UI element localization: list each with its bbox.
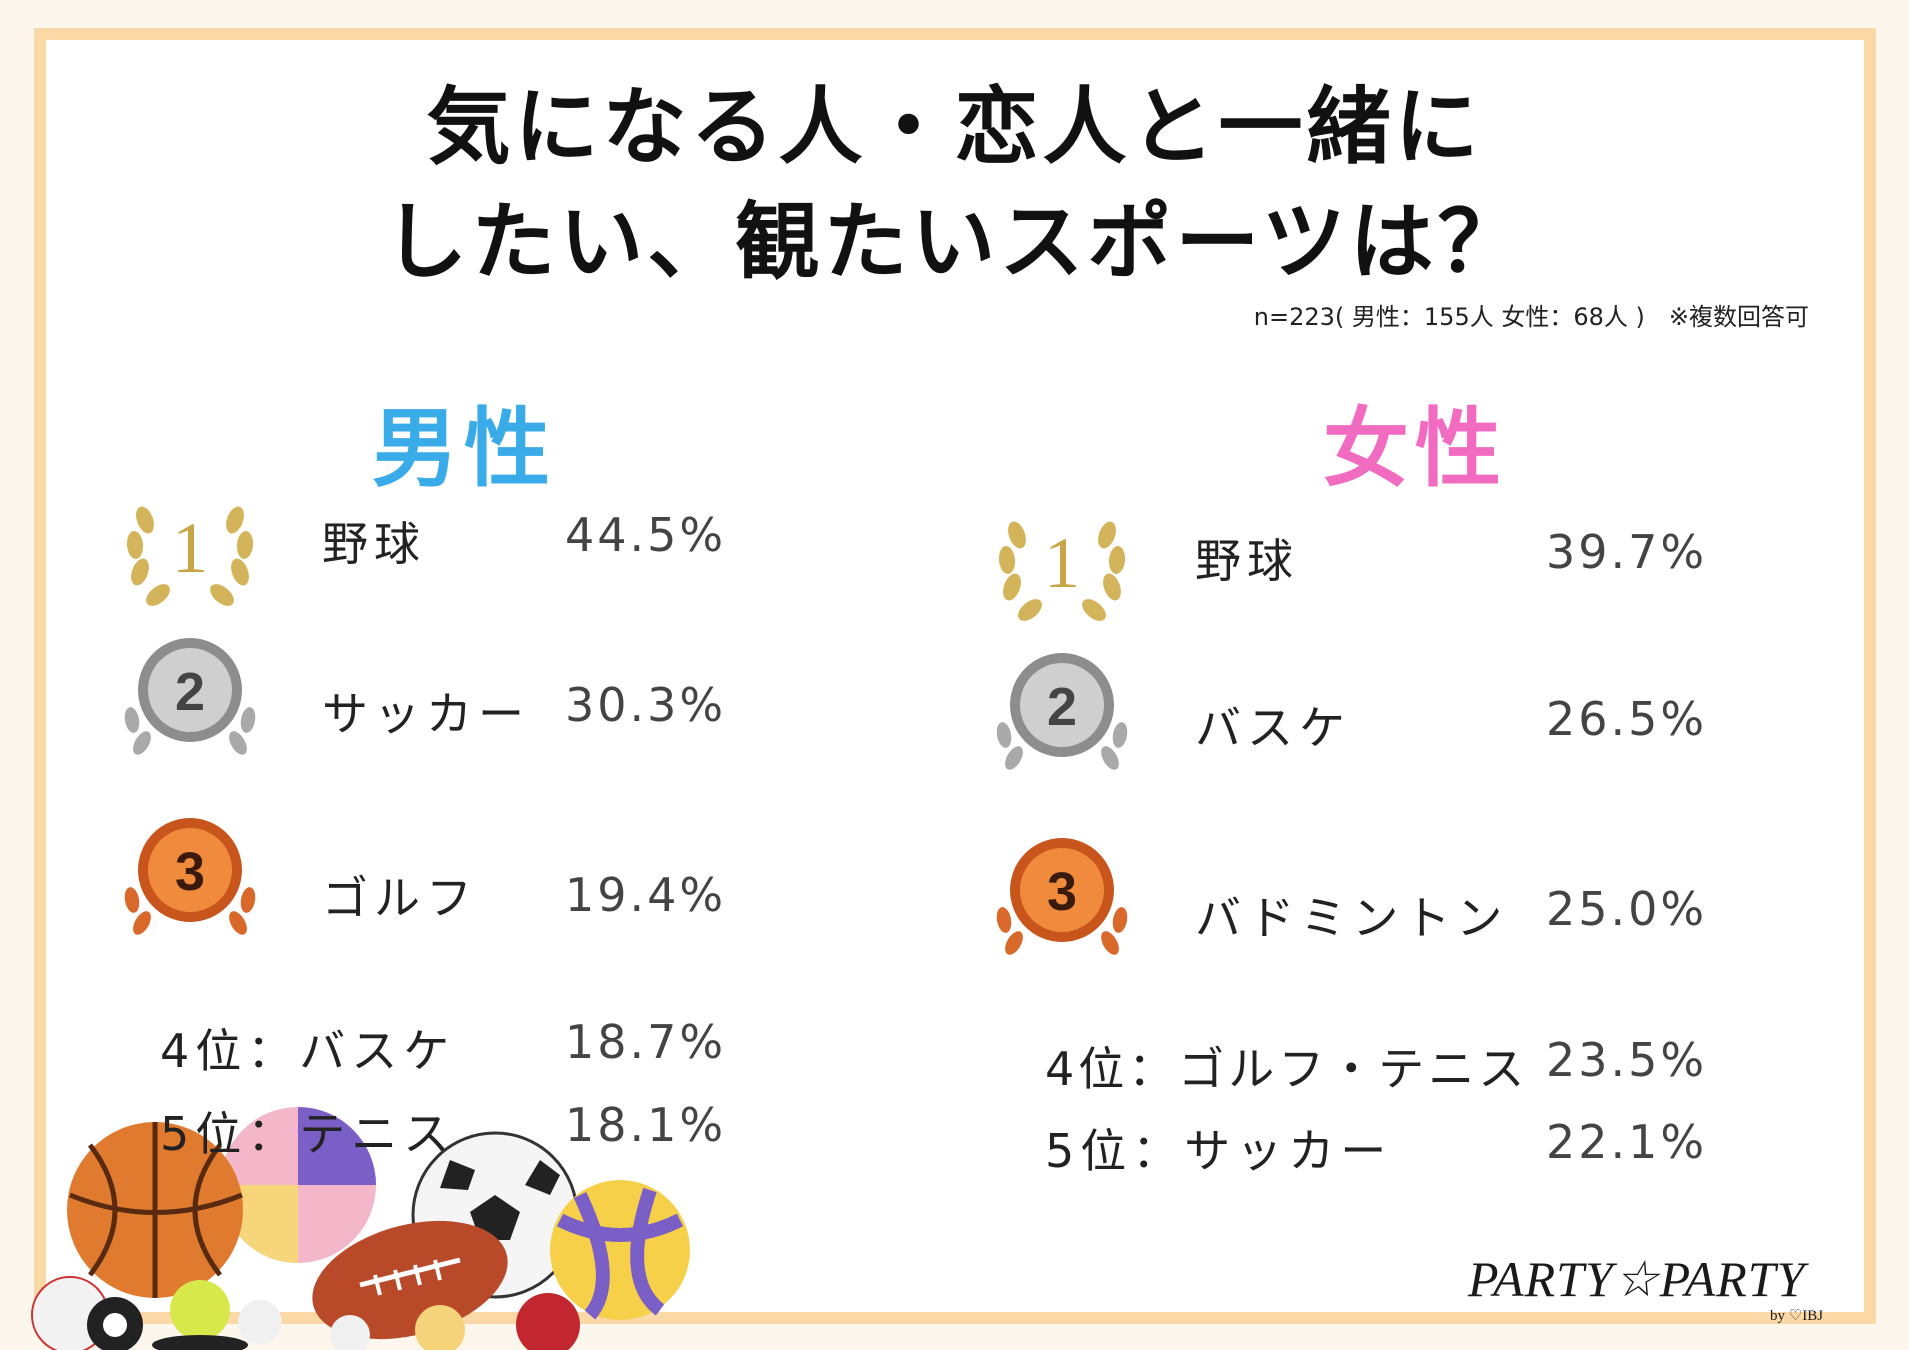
- bronze-medal-icon: 3: [124, 818, 256, 935]
- male-rank-3-pct: 19.4%: [565, 868, 727, 922]
- female-rank-1-pct: 39.7%: [1546, 525, 1708, 579]
- male-rank-1-name: 野球: [322, 517, 426, 571]
- female-rank-2-name: バスケ: [1195, 701, 1351, 755]
- female-rank-4-pct: 23.5%: [1546, 1033, 1708, 1087]
- female-rank-3-name: バドミントン: [1195, 891, 1509, 945]
- svg-text:3: 3: [175, 842, 205, 902]
- svg-text:2: 2: [175, 662, 205, 722]
- male-rank-5-pct: 18.1%: [565, 1098, 727, 1152]
- svg-text:3: 3: [1047, 862, 1077, 922]
- male-rank-5-label: 5位：テニス: [160, 1107, 456, 1161]
- female-rank-1-name: 野球: [1195, 534, 1299, 588]
- female-heading: 女性: [1323, 399, 1507, 499]
- sports-balls-illustration: [31, 1107, 690, 1350]
- male-rank-3-name: ゴルフ: [322, 871, 478, 925]
- ibj-sub-logo: by ♡IBJ: [1770, 1308, 1824, 1324]
- male-rank-1-pct: 44.5%: [565, 508, 727, 562]
- title-line-2: したい、観たいスポーツは？: [383, 193, 1526, 291]
- silver-medal-icon: 2: [124, 638, 256, 755]
- female-rank-5-pct: 22.1%: [1546, 1115, 1708, 1169]
- party-party-logo: PARTY☆PARTY: [1468, 1251, 1806, 1307]
- silver-medal-icon: 2: [996, 653, 1128, 770]
- svg-text:1: 1: [172, 508, 208, 588]
- frame: [34, 28, 1876, 1324]
- svg-text:1: 1: [1044, 523, 1080, 603]
- male-rank-2-pct: 30.3%: [565, 678, 727, 732]
- svg-text:2: 2: [1047, 677, 1077, 737]
- sample-note: n=223( 男性：155人 女性：68人 ) ※複数回答可: [1253, 303, 1809, 331]
- female-rank-4-label: 4位：ゴルフ・テニス: [1045, 1042, 1529, 1096]
- female-rank-2-pct: 26.5%: [1546, 692, 1708, 746]
- male-rank-4-pct: 18.7%: [565, 1015, 727, 1069]
- gold-medal-icon: 1: [126, 506, 254, 606]
- male-rank-2-name: サッカー: [322, 687, 530, 741]
- male-rank-4-label: 4位：バスケ: [160, 1024, 456, 1078]
- female-rank-3-pct: 25.0%: [1546, 882, 1708, 936]
- title-line-1: 気になる人・恋人と一緒に: [426, 78, 1483, 176]
- gold-medal-icon: 1: [998, 521, 1126, 621]
- male-heading: 男性: [372, 399, 556, 499]
- female-rank-5-label: 5位：サッカー: [1045, 1124, 1393, 1178]
- bronze-medal-icon: 3: [996, 838, 1128, 955]
